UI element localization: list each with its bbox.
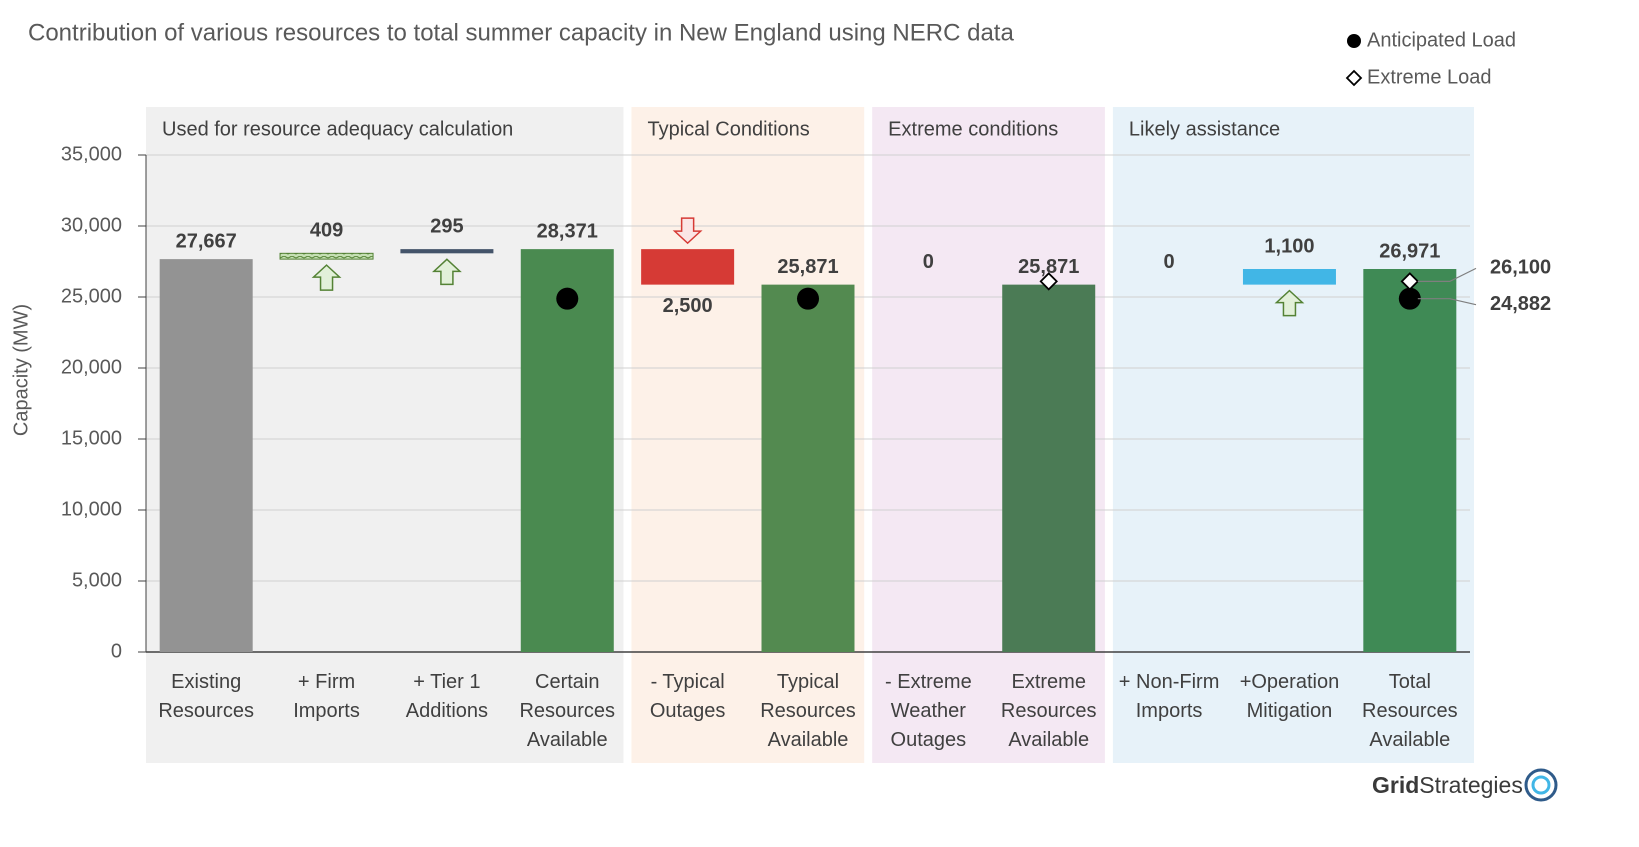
x-tick-label: + Non-Firm Imports bbox=[1118, 671, 1220, 722]
bar bbox=[1242, 269, 1336, 285]
x-tick-label: Existing Resources bbox=[158, 671, 254, 722]
down-arrow bbox=[672, 217, 703, 245]
bar bbox=[400, 249, 494, 254]
y-tick-label: 25,000 bbox=[61, 285, 122, 307]
y-tick-label: 20,000 bbox=[61, 356, 122, 378]
logo-icon bbox=[1524, 768, 1558, 802]
logo: GridStrategies bbox=[1372, 772, 1523, 798]
x-tick-label: + Tier 1 Additions bbox=[405, 671, 489, 722]
data-label: 25,871 bbox=[1018, 256, 1079, 278]
x-tick-label: - Typical Outages bbox=[649, 671, 726, 722]
y-axis-label: Capacity (MW) bbox=[10, 304, 32, 436]
x-tick-label: +Operation Mitigation bbox=[1239, 671, 1340, 722]
bar bbox=[761, 284, 855, 652]
group-label: Likely assistance bbox=[1129, 118, 1280, 140]
data-label: 25,871 bbox=[777, 256, 838, 278]
up-arrow bbox=[311, 264, 342, 291]
bar bbox=[1002, 284, 1096, 652]
bar bbox=[279, 252, 374, 260]
legend-symbol bbox=[1345, 69, 1363, 87]
marker-circle bbox=[1398, 287, 1421, 310]
marker-circle bbox=[556, 287, 579, 310]
leader-line bbox=[1417, 267, 1477, 282]
data-label: 26,971 bbox=[1379, 240, 1440, 262]
y-tick-label: 0 bbox=[111, 640, 122, 662]
bar bbox=[520, 249, 614, 652]
legend-symbol bbox=[1347, 34, 1361, 48]
data-label: 0 bbox=[923, 251, 934, 273]
data-label: 409 bbox=[310, 220, 343, 242]
group-label: Extreme conditions bbox=[888, 118, 1058, 140]
x-tick-label: Total Resources Available bbox=[1362, 671, 1458, 751]
data-label: 28,371 bbox=[537, 220, 598, 242]
x-tick-label: Extreme Resources Available bbox=[1000, 671, 1097, 751]
y-tick-label: 35,000 bbox=[61, 143, 122, 165]
data-label: 0 bbox=[1164, 251, 1175, 273]
logo-ring-inner bbox=[1531, 775, 1551, 795]
y-tick-label: 10,000 bbox=[61, 498, 122, 520]
group-label: Typical Conditions bbox=[647, 118, 809, 140]
marker-label: 26,100 bbox=[1490, 257, 1551, 279]
chart-title: Contribution of various resources to tot… bbox=[28, 19, 1014, 46]
logo-bold: Grid bbox=[1372, 772, 1419, 798]
data-label: 1,100 bbox=[1264, 235, 1314, 257]
x-tick-label: + Firm Imports bbox=[293, 671, 360, 722]
marker-circle bbox=[797, 287, 819, 310]
x-tick-label: Certain Resources Available bbox=[519, 671, 616, 751]
up-arrow bbox=[1274, 289, 1305, 317]
up-arrow bbox=[431, 258, 462, 286]
legend-label: Anticipated Load bbox=[1367, 29, 1516, 51]
y-tick-label: 5,000 bbox=[72, 569, 122, 591]
data-label: 295 bbox=[430, 215, 463, 237]
x-tick-label: Typical Resources Available bbox=[760, 671, 856, 751]
legend-label: Extreme Load bbox=[1367, 66, 1492, 88]
data-label: 2,500 bbox=[663, 295, 713, 317]
marker-diamond bbox=[1400, 272, 1420, 291]
bar bbox=[159, 259, 253, 652]
logo-ring bbox=[1524, 768, 1558, 802]
group-label: Used for resource adequacy calculation bbox=[162, 118, 513, 140]
y-tick-label: 15,000 bbox=[61, 427, 122, 449]
bar bbox=[1363, 269, 1457, 652]
marker-diamond bbox=[1039, 272, 1059, 291]
y-tick-label: 30,000 bbox=[61, 214, 122, 236]
data-label: 27,667 bbox=[176, 230, 237, 252]
x-tick-label: - Extreme Weather Outages bbox=[885, 671, 972, 751]
marker-label: 24,882 bbox=[1490, 293, 1551, 315]
bar bbox=[641, 249, 735, 285]
leader-line bbox=[1417, 298, 1477, 306]
logo-rest: Strategies bbox=[1419, 772, 1523, 798]
